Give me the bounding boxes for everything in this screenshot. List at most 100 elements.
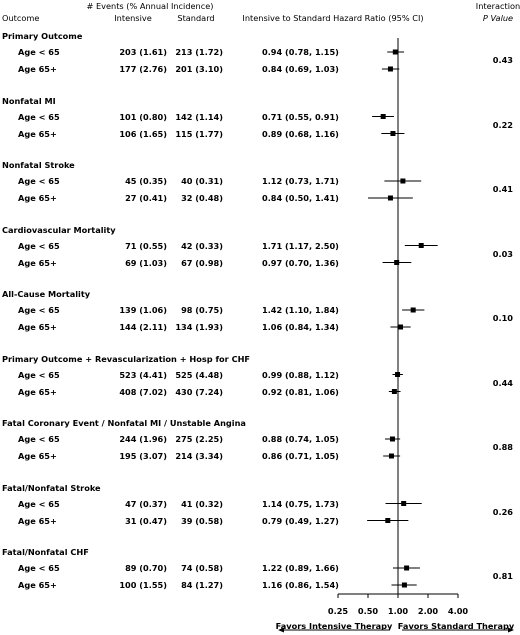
- interaction-p-value: 0.10: [492, 313, 513, 323]
- hr-point: [404, 565, 410, 571]
- interaction-p-value: 0.03: [492, 248, 513, 259]
- interaction-p-value: 0.43: [492, 55, 513, 65]
- x-tick-label: 0.25: [327, 606, 349, 616]
- hazard-ratio-text: 1.14 (0.75, 1.73): [262, 498, 339, 509]
- row-label: Age < 65: [18, 47, 60, 57]
- group-title: Primary Outcome + Revascularization + Ho…: [2, 353, 251, 364]
- standard-events: 134 (1.93): [175, 322, 223, 332]
- hazard-ratio-text: 1.71 (1.17, 2.50): [262, 240, 339, 251]
- arrow-right-icon: [508, 627, 514, 633]
- standard-events: 115 (1.77): [175, 128, 223, 139]
- hr-point: [387, 66, 393, 72]
- header-p-value: P Value: [482, 13, 514, 23]
- row-label: Age 65+: [18, 64, 57, 74]
- hazard-ratio-text: 0.71 (0.55, 0.91): [262, 111, 339, 122]
- favors-intensive-label: Favors Intensive Therapy: [275, 621, 393, 631]
- row-label: Age < 65: [18, 369, 60, 380]
- hazard-ratio-text: 0.94 (0.78, 1.15): [262, 47, 339, 57]
- intensive-events: 47 (0.37): [125, 498, 167, 509]
- x-tick-label: 0.50: [357, 606, 379, 616]
- group-title: Fatal/Nonfatal Stroke: [2, 482, 101, 493]
- group-title: All-Cause Mortality: [2, 289, 91, 299]
- favors-standard-label: Favors Standard Therapy: [397, 621, 515, 631]
- row-label: Age 65+: [18, 257, 57, 268]
- hr-point: [418, 243, 424, 248]
- x-tick-label: 4.00: [447, 606, 469, 616]
- intensive-events: 203 (1.61): [119, 47, 167, 57]
- header-intensive: Intensive: [114, 13, 152, 23]
- x-tick-label: 2.00: [417, 606, 439, 616]
- row-label: Age < 65: [18, 498, 60, 509]
- intensive-events: 139 (1.06): [119, 305, 167, 315]
- standard-events: 42 (0.33): [181, 240, 223, 251]
- interaction-p-value: 0.44: [492, 377, 513, 388]
- arrow-left-icon: [278, 627, 284, 633]
- interaction-p-value: 0.81: [492, 571, 513, 581]
- standard-events: 214 (3.34): [175, 451, 223, 461]
- standard-events: 84 (1.27): [181, 580, 223, 590]
- hazard-ratio-text: 0.79 (0.49, 1.27): [262, 515, 339, 526]
- group-title: Primary Outcome: [2, 31, 83, 41]
- hr-point: [400, 178, 406, 184]
- header-interaction: Interaction: [475, 1, 520, 11]
- standard-events: 201 (3.10): [175, 64, 223, 74]
- group-title: Nonfatal MI: [2, 95, 56, 106]
- row-label: Age 65+: [18, 193, 57, 203]
- hr-point: [398, 324, 404, 330]
- row-label: Age 65+: [18, 322, 57, 332]
- hr-point: [385, 518, 391, 523]
- intensive-events: 31 (0.47): [125, 515, 167, 526]
- interaction-p-value: 0.88: [492, 442, 513, 452]
- intensive-events: 408 (7.02): [119, 386, 167, 397]
- standard-events: 98 (0.75): [181, 305, 223, 315]
- hr-point: [410, 307, 416, 313]
- hr-point: [401, 582, 407, 588]
- hazard-ratio-text: 0.92 (0.81, 1.06): [262, 386, 339, 397]
- row-label: Age < 65: [18, 240, 60, 251]
- row-label: Age < 65: [18, 176, 60, 186]
- row-label: Age 65+: [18, 128, 57, 139]
- hazard-ratio-text: 0.84 (0.69, 1.03): [262, 64, 339, 74]
- row-label: Age 65+: [18, 386, 57, 397]
- hazard-ratio-text: 0.86 (0.71, 1.05): [262, 451, 339, 461]
- group-title: Cardiovascular Mortality: [2, 224, 116, 235]
- hazard-ratio-text: 1.42 (1.10, 1.84): [262, 305, 339, 315]
- hr-point: [380, 114, 386, 119]
- interaction-p-value: 0.22: [492, 119, 513, 130]
- row-label: Age < 65: [18, 305, 60, 315]
- hazard-ratio-text: 1.12 (0.73, 1.71): [262, 176, 339, 186]
- row-label: Age 65+: [18, 515, 57, 526]
- hazard-ratio-text: 0.99 (0.88, 1.12): [262, 369, 339, 380]
- group-title: Fatal/Nonfatal CHF: [2, 547, 89, 557]
- standard-events: 41 (0.32): [181, 498, 223, 509]
- hr-point: [387, 195, 393, 201]
- header-standard: Standard: [177, 13, 215, 23]
- hr-point: [394, 260, 400, 265]
- header-hazard-ratio: Intensive to Standard Hazard Ratio (95% …: [242, 13, 424, 23]
- hr-point: [389, 436, 395, 442]
- hazard-ratio-text: 1.22 (0.89, 1.66): [262, 563, 339, 573]
- intensive-events: 100 (1.55): [119, 580, 167, 590]
- x-tick-label: 1.00: [387, 606, 409, 616]
- hazard-ratio-text: 1.16 (0.86, 1.54): [262, 580, 339, 590]
- row-label: Age < 65: [18, 563, 60, 573]
- intensive-events: 101 (0.80): [119, 111, 167, 122]
- hazard-ratio-text: 0.88 (0.74, 1.05): [262, 434, 339, 444]
- group-title: Fatal Coronary Event / Nonfatal MI / Uns…: [2, 418, 246, 428]
- row-label: Age 65+: [18, 580, 57, 590]
- standard-events: 40 (0.31): [181, 176, 223, 186]
- intensive-events: 523 (4.41): [119, 369, 167, 380]
- hr-point: [395, 372, 401, 377]
- standard-events: 142 (1.14): [175, 111, 223, 122]
- header-outcome: Outcome: [2, 13, 40, 23]
- hazard-ratio-text: 1.06 (0.84, 1.34): [262, 322, 339, 332]
- standard-events: 32 (0.48): [181, 193, 223, 203]
- standard-events: 39 (0.58): [181, 515, 223, 526]
- intensive-events: 45 (0.35): [125, 176, 167, 186]
- standard-events: 275 (2.25): [175, 434, 223, 444]
- intensive-events: 244 (1.96): [119, 434, 167, 444]
- row-label: Age < 65: [18, 111, 60, 122]
- hr-point: [390, 131, 396, 136]
- row-label: Age < 65: [18, 434, 60, 444]
